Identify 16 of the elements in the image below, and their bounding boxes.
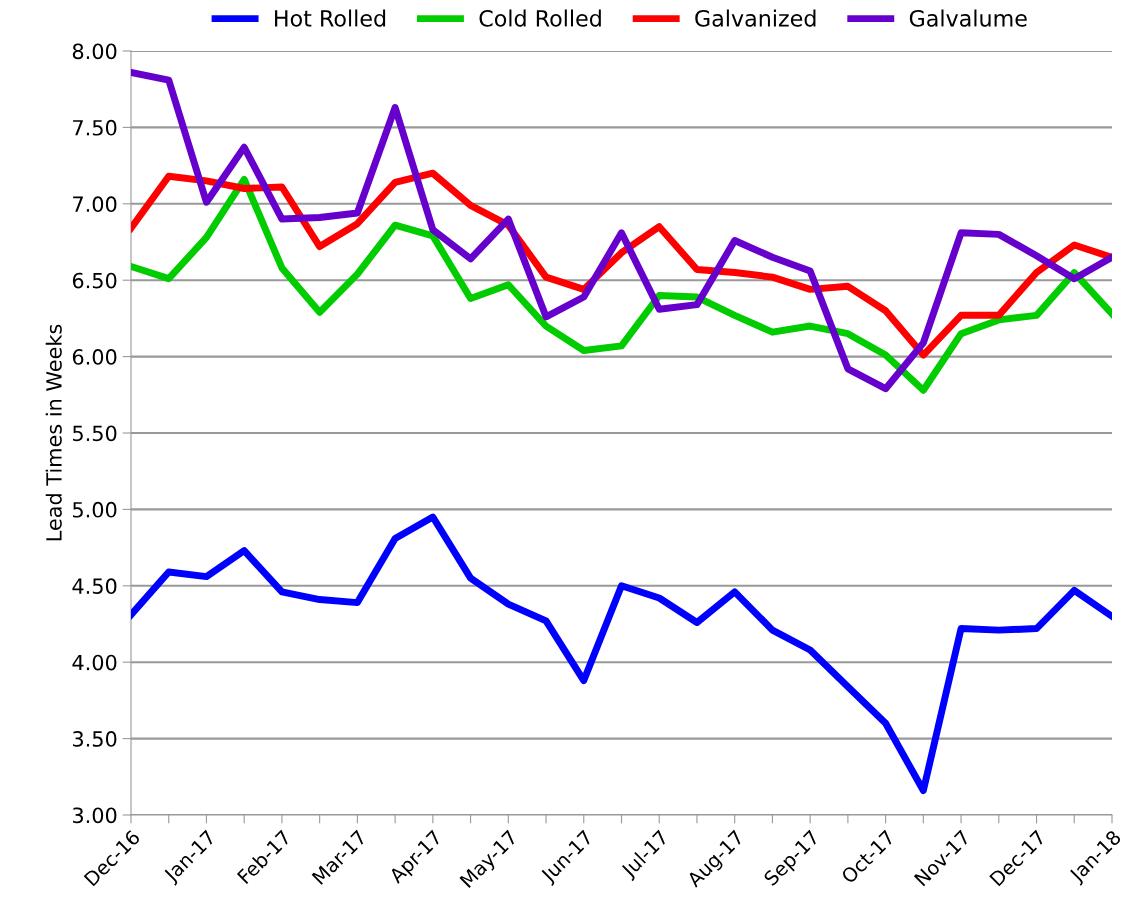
legend-label: Galvanized [695,9,816,27]
y-tick-label: 5.50 [73,425,117,442]
y-tick-label: 6.50 [72,272,117,289]
y-tick-label: 6.00 [72,349,117,365]
legend-label: Hot Rolled [275,9,386,27]
legend-label: Galvalume [909,9,1027,27]
y-tick-label: 7.50 [73,119,117,136]
y-tick-label: 4.00 [72,654,117,671]
y-tick-label: 7.00 [73,196,117,213]
y-tick-label: 3.00 [73,807,117,824]
y-axis-title: Lead Times in Weeks [45,324,62,541]
legend-label: Cold Rolled [479,9,601,27]
y-tick-label: 4.50 [72,578,117,595]
y-tick-label: 3.50 [73,731,117,747]
y-tick-label: 8.00 [72,43,117,60]
y-tick-label: 5.00 [73,501,117,518]
